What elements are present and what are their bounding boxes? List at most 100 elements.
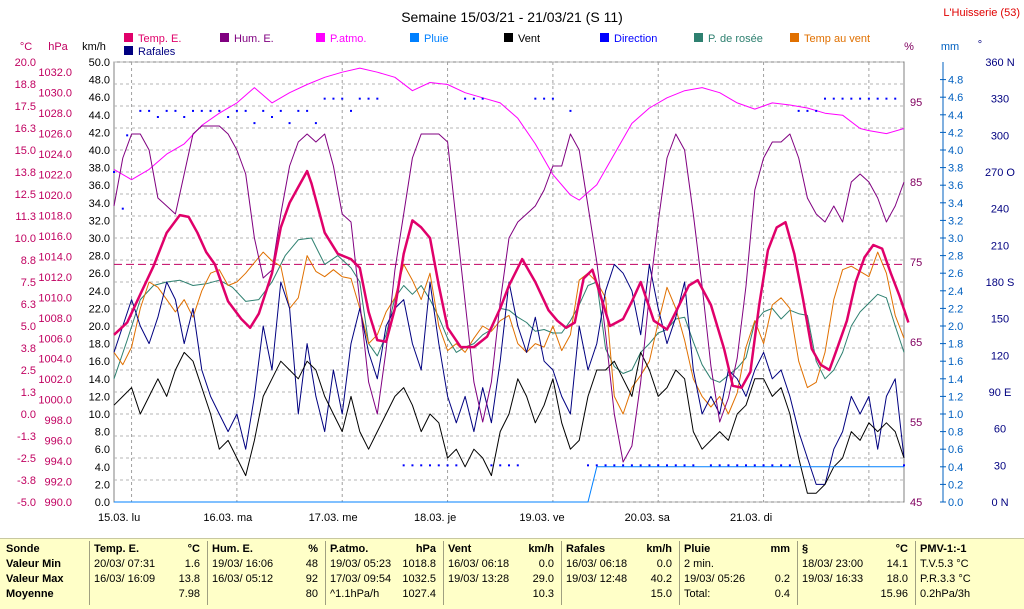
- direction-point: [674, 464, 677, 467]
- direction-point: [859, 97, 862, 100]
- direction-point: [139, 109, 142, 112]
- legend-label: Temp au vent: [804, 33, 870, 45]
- wind-tick-label: 10.0: [89, 409, 110, 421]
- direction-point: [262, 109, 265, 112]
- stat-row: 7.98: [94, 587, 206, 602]
- stat-row: 19/03/ 05:26 0.2: [684, 572, 796, 587]
- humidity-tick-label: 85: [910, 177, 922, 189]
- pressure-tick-label: 1020.0: [38, 190, 72, 202]
- direction-point: [306, 109, 309, 112]
- temp-tick-label: 12.5: [15, 189, 36, 201]
- humidity-tick-label: 65: [910, 337, 922, 349]
- temp-tick-label: -3.8: [17, 475, 36, 487]
- direction-tick-label: 210: [991, 240, 1009, 252]
- rain-tick-label: 2.0: [948, 321, 963, 333]
- stat-row-label: 19/03/ 13:28: [448, 573, 510, 585]
- stat-column-pluie: Pluie mm 2 min. 19/03/ 05:26 0.2 Total: 0.4: [684, 542, 796, 608]
- x-tick-label: 19.03. ve: [519, 512, 564, 524]
- direction-point: [235, 109, 238, 112]
- direction-tick-label: 240: [991, 204, 1009, 216]
- temp-tick-label: 6.3: [21, 299, 36, 311]
- temp-tick-label: 2.5: [21, 365, 36, 377]
- legend-label: P.atmo.: [330, 33, 367, 45]
- legend-label: Rafales: [138, 46, 176, 58]
- wind-tick-label: 42.0: [89, 127, 110, 139]
- x-tick-label: 16.03. ma: [203, 512, 253, 524]
- stat-header: Sonde: [6, 542, 88, 557]
- stat-header: Temp. E. °C: [94, 542, 206, 557]
- pressure-tick-label: 992.0: [44, 477, 72, 489]
- pressure-tick-label: 1032.0: [38, 67, 72, 79]
- temp-tick-label: 3.8: [21, 343, 36, 355]
- stat-row: 19/03/ 12:48 40.2: [566, 572, 678, 587]
- rain-tick-label: 2.6: [948, 268, 963, 280]
- stat-row-label: 0.2hPa/3h: [920, 588, 971, 600]
- temp-tick-label: 13.8: [15, 167, 36, 179]
- temp-tick-label: 7.5: [21, 277, 36, 289]
- stat-header-label: Rafales: [566, 543, 606, 555]
- stat-header-unit: km/h: [646, 543, 672, 555]
- stat-row-label: Valeur Max: [6, 573, 64, 585]
- stat-row: 15.96: [802, 587, 914, 602]
- direction-point: [323, 97, 326, 100]
- rain-tick-label: 1.8: [948, 339, 963, 351]
- stat-header-unit: %: [308, 543, 318, 555]
- humidity-tick-label: 45: [910, 497, 922, 509]
- humidity-tick-label: 55: [910, 417, 922, 429]
- stat-row: 15.0: [566, 587, 678, 602]
- stat-column-pmv: PMV-1:-1 T.V.5.3 °C P.R.3.3 °C 0.2hPa/3h: [920, 542, 1020, 608]
- stat-row-label: Valeur Min: [6, 558, 62, 570]
- stat-row-value: 1.6: [184, 558, 200, 570]
- direction-point: [648, 464, 651, 467]
- chart-axes: -5.0 -3.8 -2.5 -1.3 0.0 1.3 2.5 3.8 5.0 6.3 7.5 8.8…: [15, 57, 1016, 524]
- temp-tick-label: 10.0: [15, 233, 36, 245]
- chart-series: [113, 67, 910, 503]
- direction-point: [244, 109, 247, 112]
- pressure-tick-label: 1004.0: [38, 354, 72, 366]
- legend-label: Vent: [518, 33, 540, 45]
- series-gust: [113, 263, 905, 485]
- stat-header: Hum. E.%: [212, 542, 324, 557]
- direction-point: [841, 97, 844, 100]
- direction-point: [692, 464, 695, 467]
- direction-point: [113, 171, 115, 173]
- stat-row-value: 80: [305, 588, 318, 600]
- direction-point: [297, 109, 300, 112]
- legend-label: Direction: [614, 33, 657, 45]
- direction-point: [745, 464, 747, 467]
- station-name: L'Huisserie (53): [943, 7, 1020, 19]
- rain-tick-label: 0.4: [948, 462, 963, 474]
- direction-tick-label: 120: [991, 350, 1009, 362]
- direction-point: [376, 97, 379, 100]
- stat-separator: [443, 541, 444, 605]
- stat-row-label: T.V.5.3 °C: [920, 558, 969, 570]
- pressure-tick-label: 1002.0: [38, 374, 72, 386]
- wind-tick-label: 50.0: [89, 57, 110, 69]
- pressure-tick-label: 1024.0: [38, 149, 72, 161]
- x-tick-label: 18.03. je: [414, 512, 456, 524]
- direction-point: [358, 97, 361, 100]
- pressure-tick-label: 1028.0: [38, 108, 72, 120]
- pressure-tick-label: 1026.0: [38, 129, 72, 141]
- stat-row: 16/03/ 05:12 92: [212, 572, 324, 587]
- stat-header: PMV-1:-1: [920, 542, 1020, 557]
- stat-row: Total: 0.4: [684, 587, 796, 602]
- stat-row: Valeur Max: [6, 572, 88, 587]
- stat-header: Rafales km/h: [566, 542, 678, 557]
- stat-row-value: 0.0: [656, 558, 672, 570]
- rain-tick-label: 4.2: [948, 127, 963, 139]
- direction-point: [464, 97, 467, 100]
- stat-row: 19/03/ 16:06 48: [212, 557, 324, 572]
- rain-tick-label: 3.8: [948, 163, 963, 175]
- stat-row: P.R.3.3 °C: [920, 572, 1020, 587]
- legend-swatch: [694, 33, 703, 42]
- rain-tick-label: 3.2: [948, 215, 963, 227]
- direction-point: [218, 109, 221, 112]
- stat-row-label: 18/03/ 23:00: [802, 558, 864, 570]
- legend-swatch: [124, 33, 133, 42]
- wind-tick-label: 28.0: [89, 251, 110, 263]
- wind-tick-label: 22.0: [89, 303, 110, 315]
- stat-row-value: 92: [305, 573, 318, 585]
- direction-point: [156, 116, 159, 118]
- stat-row-label: 19/03/ 12:48: [566, 573, 628, 585]
